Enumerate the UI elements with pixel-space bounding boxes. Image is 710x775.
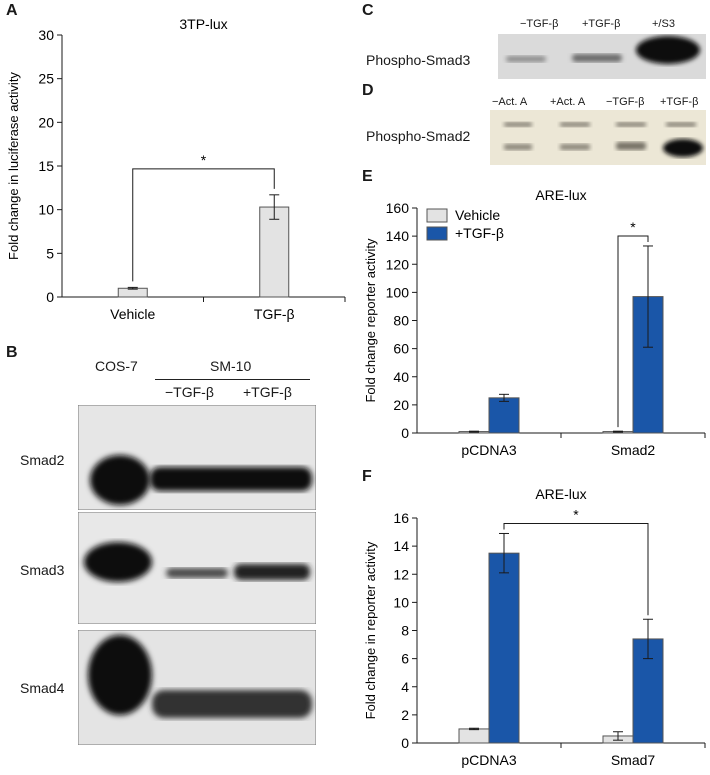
y-tick-label: 25: [38, 71, 54, 87]
y-tick-label: 0: [401, 735, 409, 751]
significance-bracket: [503, 522, 649, 616]
y-tick-label: 20: [38, 114, 54, 130]
bar: [259, 206, 290, 298]
chart-title: ARE-lux: [535, 486, 586, 502]
y-tick-label: 100: [386, 284, 410, 300]
blot-smad4-image: [78, 630, 316, 745]
blot-label-phospho-smad2: Phospho-Smad2: [366, 128, 471, 144]
blot-c-lane-1: −TGF-β: [520, 18, 559, 30]
chart-title: ARE-lux: [535, 187, 586, 203]
x-tick-label: Smad2: [611, 442, 656, 458]
y-tick-label: 20: [393, 397, 409, 413]
y-tick-label: 8: [401, 623, 409, 639]
legend-label: Vehicle: [455, 207, 500, 223]
bar: [488, 397, 520, 434]
chart-a-3tp-lux: 3TP-lux Fold change in luciferase activit…: [6, 16, 346, 322]
x-tick-label: TGF-β: [254, 306, 295, 322]
y-tick-label: 60: [393, 341, 409, 357]
panel-letter-e: E: [362, 168, 373, 185]
y-tick-label: 4: [401, 679, 409, 695]
bar: [488, 552, 520, 744]
x-tick-label: pCDNA3: [461, 752, 516, 768]
y-tick-label: 140: [386, 228, 410, 244]
y-tick-label: 10: [38, 202, 54, 218]
y-axis-label: Fold change in reporter activity: [363, 541, 378, 719]
significance-bracket: [132, 168, 275, 282]
significance-star: *: [630, 219, 636, 235]
y-tick-label: 12: [393, 566, 409, 582]
blot-d-lane-1: −Act. A: [492, 96, 528, 108]
legend-label: +TGF-β: [455, 225, 504, 241]
y-tick-label: 120: [386, 256, 410, 272]
y-tick-label: 6: [401, 651, 409, 667]
y-tick-label: 15: [38, 158, 54, 174]
y-axis-label: Fold change reporter activity: [363, 238, 378, 403]
x-tick-label: pCDNA3: [461, 442, 516, 458]
chart-f-are-lux: ARE-lux Fold change in reporter activity 0…: [363, 486, 706, 768]
blot-d-lane-2: +Act. A: [550, 96, 586, 108]
x-tick-label: Smad7: [611, 752, 656, 768]
sm10-label: SM-10: [210, 358, 252, 374]
y-tick-label: 16: [393, 510, 409, 526]
significance-bracket: [617, 235, 649, 428]
y-tick-label: 10: [393, 594, 409, 610]
y-tick-label: 14: [393, 538, 409, 554]
blot-label-smad3: Smad3: [20, 562, 65, 578]
bar: [458, 728, 490, 744]
sm10-bracket-line: [155, 379, 310, 380]
blot-d-lane-4: +TGF-β: [660, 96, 699, 108]
blot-label-smad2: Smad2: [20, 452, 65, 468]
panel-letter-f: F: [362, 468, 372, 485]
blot-phospho-smad3-image: [498, 34, 706, 79]
blot-smad2-image: [78, 405, 316, 510]
blot-b-lane-minus-tgf: −TGF-β: [165, 384, 214, 400]
y-tick-label: 2: [401, 707, 409, 723]
y-tick-label: 0: [46, 289, 54, 305]
legend-swatch: [426, 208, 448, 223]
y-tick-label: 160: [386, 200, 410, 216]
blot-phospho-smad2-image: [490, 110, 706, 165]
x-tick-label: Vehicle: [110, 306, 155, 322]
y-axis-label: Fold change in luciferase activity: [6, 72, 21, 260]
y-tick-label: 80: [393, 313, 409, 329]
significance-star: *: [573, 506, 579, 522]
panel-letter-b: B: [6, 344, 18, 361]
chart-title: 3TP-lux: [179, 16, 227, 32]
y-tick-label: 5: [46, 245, 54, 261]
y-tick-label: 0: [401, 425, 409, 441]
panel-letter-a: A: [6, 2, 18, 19]
y-tick-label: 40: [393, 369, 409, 385]
panel-letter-d: D: [362, 82, 374, 99]
blot-label-phospho-smad3: Phospho-Smad3: [366, 52, 471, 68]
panel-letter-c: C: [362, 2, 374, 19]
blot-c-lane-2: +TGF-β: [582, 18, 621, 30]
chart-e-are-lux: ARE-lux Fold change reporter activity 0 20 4…: [363, 187, 706, 458]
blot-label-smad4: Smad4: [20, 680, 65, 696]
cos7-label: COS-7: [95, 358, 138, 374]
blot-smad3-image: [78, 512, 316, 624]
blot-c-lane-3: +/S3: [652, 18, 675, 30]
significance-star: *: [201, 152, 207, 168]
y-tick-label: 30: [38, 27, 54, 43]
blot-d-lane-3: −TGF-β: [606, 96, 645, 108]
blot-b-lane-plus-tgf: +TGF-β: [243, 384, 292, 400]
legend-swatch: [426, 226, 448, 241]
